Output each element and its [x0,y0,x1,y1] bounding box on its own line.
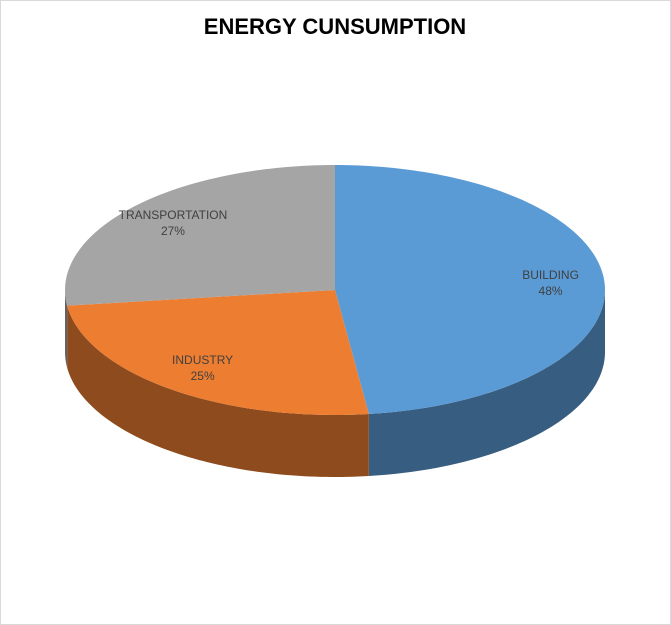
data-label-value: 25% [191,369,215,383]
slice [67,290,369,415]
data-label-value: 48% [539,284,563,298]
data-label-category: TRANSPORTATION [119,208,228,222]
data-label-value: 27% [161,224,185,238]
data-label-category: INDUSTRY [172,353,233,367]
slice-side [65,290,68,368]
slice [65,165,335,306]
slice-side [368,290,605,477]
chart-title: ENERGY CUNSUMPTION [204,14,466,39]
slice [335,165,605,415]
data-label-category: BUILDING [522,268,579,282]
slice-side [67,305,369,477]
